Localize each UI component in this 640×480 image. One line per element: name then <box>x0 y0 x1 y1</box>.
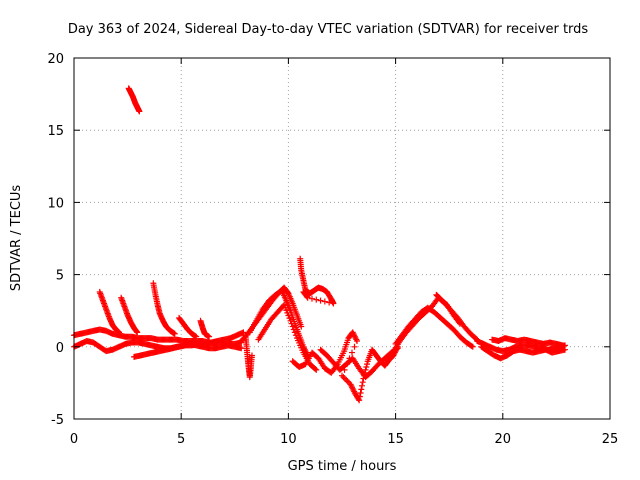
x-axis-label: GPS time / hours <box>288 459 397 474</box>
y-tick-label: 10 <box>47 196 64 211</box>
data-point <box>354 338 361 345</box>
y-tick-label: -5 <box>51 413 64 428</box>
x-tick-label: 15 <box>387 432 404 447</box>
data-point <box>456 320 463 327</box>
axis-ticks: 0 5 10 15 20 25 -5 0 5 10 15 20 <box>47 52 618 447</box>
data-point <box>298 323 305 330</box>
series-top-streak <box>125 85 143 115</box>
data-point <box>349 349 356 356</box>
data-point <box>364 361 371 368</box>
data-point <box>288 320 295 327</box>
x-tick-label: 5 <box>177 432 185 447</box>
data-point <box>559 342 566 349</box>
data-point <box>313 296 320 303</box>
series-spike-5 <box>197 317 213 340</box>
x-tick-label: 20 <box>495 432 512 447</box>
data-point <box>289 323 296 330</box>
data-point <box>301 289 308 296</box>
data-point <box>356 393 363 400</box>
series-recovery-b <box>392 304 476 350</box>
data-point <box>281 301 288 308</box>
data-point <box>206 333 213 340</box>
data-point <box>356 397 363 404</box>
data-point <box>283 307 290 314</box>
series-spike-2 <box>118 294 141 336</box>
data-point <box>561 346 568 353</box>
series-tail-c <box>489 335 566 349</box>
data-point <box>287 317 294 324</box>
series-hump-11 <box>297 255 337 307</box>
series-rise-b <box>246 287 311 359</box>
series-chaos-12 <box>289 329 401 404</box>
data-point <box>300 288 307 295</box>
data-point <box>343 377 350 384</box>
data-point <box>284 309 291 316</box>
x-tick-label: 25 <box>602 432 619 447</box>
data-point <box>292 332 299 339</box>
data-point <box>363 364 370 371</box>
data-point <box>116 329 123 336</box>
data-point <box>326 299 333 306</box>
data-point <box>341 375 348 382</box>
plot-frame <box>73 57 611 420</box>
data-point <box>290 326 297 333</box>
data-point <box>193 333 200 340</box>
series-chaos-12b <box>317 345 401 381</box>
data-point <box>282 304 289 311</box>
y-tick-label: 20 <box>47 52 64 67</box>
data-point <box>317 297 324 304</box>
series-spike-17 <box>433 291 463 327</box>
data-point <box>330 300 337 307</box>
data-point <box>238 345 245 352</box>
data-point <box>468 343 475 350</box>
y-axis-label: SDTVAR / TECUs <box>9 185 24 292</box>
series-spike-4 <box>176 314 200 340</box>
data-point <box>134 329 141 336</box>
data-point <box>469 343 476 350</box>
series-lower-arc <box>131 329 247 360</box>
data-point <box>291 329 298 336</box>
data-point <box>340 374 347 381</box>
x-tick-label: 0 <box>70 432 78 447</box>
data-point <box>248 352 255 359</box>
data-point <box>358 386 365 393</box>
data-point <box>321 298 328 305</box>
data-point <box>136 108 143 115</box>
data-point <box>362 366 369 373</box>
data-point <box>344 378 351 385</box>
grid <box>74 58 610 419</box>
data-point <box>351 343 358 350</box>
data-point <box>313 366 320 373</box>
y-tick-label: 5 <box>56 269 64 284</box>
data-points <box>71 85 568 404</box>
data-point <box>286 315 293 322</box>
data-point <box>312 365 319 372</box>
series-spike-3 <box>150 280 178 337</box>
series-spike-1 <box>96 288 123 336</box>
data-point <box>171 330 178 337</box>
data-point <box>285 312 292 319</box>
chart-title: Day 363 of 2024, Sidereal Day-to-day VTE… <box>68 22 589 37</box>
data-point <box>339 372 345 379</box>
series-tail-b <box>478 343 568 362</box>
data-point <box>357 390 364 397</box>
data-point <box>359 379 366 386</box>
x-tick-label: 10 <box>280 432 297 447</box>
y-tick-label: 0 <box>56 341 64 356</box>
data-point <box>308 295 315 302</box>
data-point <box>359 382 366 389</box>
y-tick-label: 15 <box>47 124 64 139</box>
